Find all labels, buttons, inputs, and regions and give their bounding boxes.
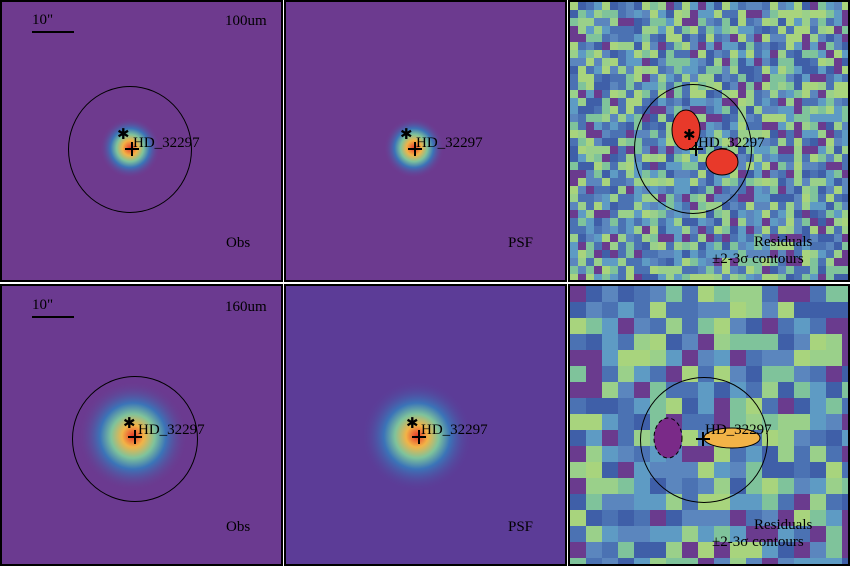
kind-label: PSF (508, 235, 534, 251)
target-label: HD_32297 (698, 135, 765, 151)
star-marker: ✱ (400, 127, 413, 143)
target-label: HD_32297 (421, 422, 488, 438)
star-marker: ✱ (406, 416, 419, 432)
contour-label: ±2-3σ contours (712, 534, 804, 550)
scale-bar (32, 31, 74, 33)
aperture-circle (640, 377, 768, 503)
kind-label: PSF (508, 519, 534, 535)
star-marker: ✱ (123, 416, 136, 432)
kind-label: Residuals (754, 517, 813, 533)
aperture-circle (68, 86, 192, 213)
center-cross (125, 142, 139, 156)
star-marker: ✱ (683, 128, 696, 144)
panel-160um-residuals: HD_32297 Residuals ±2-3σ contours (568, 284, 850, 566)
kind-label: Residuals (754, 234, 813, 250)
scale-bar (32, 316, 74, 318)
target-label: HD_32297 (705, 422, 772, 438)
image-100um-psf (286, 2, 565, 280)
panel-160um-psf: ✱ HD_32297 PSF (284, 284, 567, 566)
scale-label: 10" (32, 297, 54, 313)
panel-100um-residuals: ✱ HD_32297 Residuals ±2-3σ contours (568, 0, 850, 282)
center-cross (408, 142, 422, 156)
panel-100um-obs: 10" 100um ✱ HD_32297 Obs (0, 0, 283, 282)
band-label: 160um (225, 299, 267, 315)
star-marker: ✱ (117, 127, 130, 143)
target-label: HD_32297 (138, 422, 205, 438)
band-label: 100um (225, 13, 267, 29)
center-cross (412, 430, 426, 444)
scale-label: 10" (32, 12, 54, 28)
aperture-circle (72, 376, 198, 502)
target-label: HD_32297 (416, 135, 483, 151)
panel-160um-obs: 10" 160um ✱ HD_32297 Obs (0, 284, 283, 566)
kind-label: Obs (226, 519, 251, 535)
aperture-circle (634, 84, 752, 214)
center-cross (128, 430, 142, 444)
center-cross (696, 432, 710, 446)
panel-100um-psf: ✱ HD_32297 PSF (284, 0, 567, 282)
contour-label: ±2-3σ contours (712, 251, 804, 267)
center-cross (689, 142, 703, 156)
target-label: HD_32297 (133, 135, 200, 151)
kind-label: Obs (226, 235, 251, 251)
